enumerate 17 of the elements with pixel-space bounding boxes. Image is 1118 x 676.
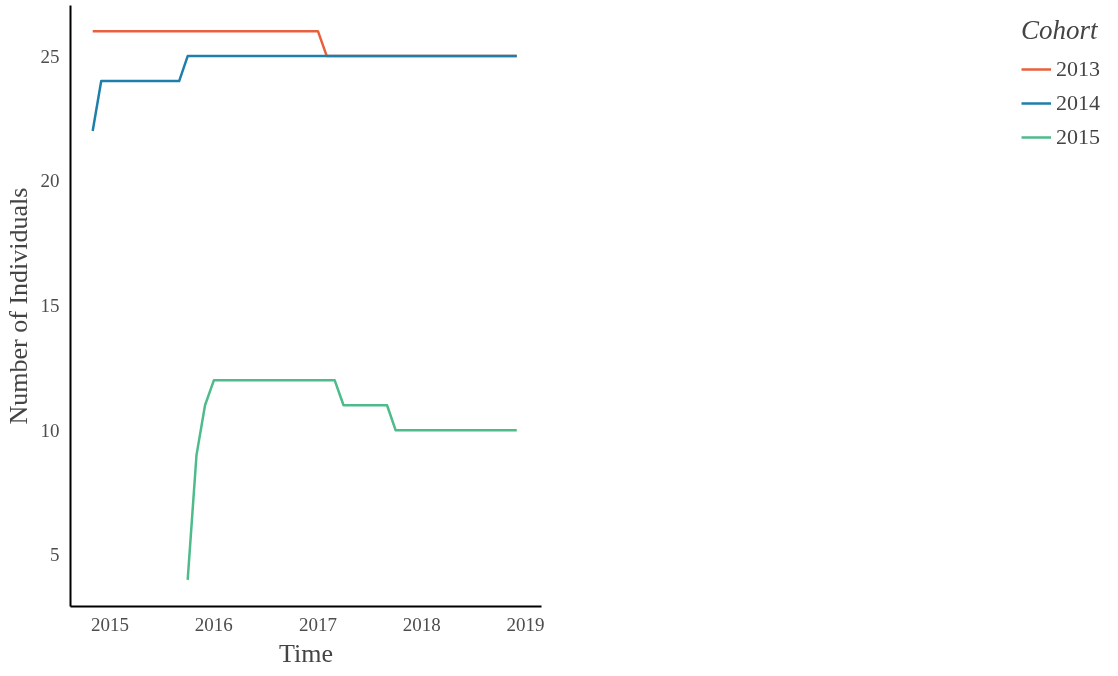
x-tick-label: 2015 [91,613,130,635]
x-tick-label: 2017 [298,613,337,635]
x-tick-label: 2016 [194,613,233,635]
legend-label: 2015 [1056,124,1100,150]
line-series [186,379,519,582]
legend-title: Cohort [1021,15,1099,46]
y-tick-label: 25 [40,45,60,67]
y-tick-label: 20 [40,170,60,192]
y-tick-label: 15 [40,295,60,316]
y-tick-label: 5 [50,544,60,566]
y-axis-title: Number of Individuals [3,187,33,425]
x-axis-title: Time [279,638,333,668]
legend-label: 2014 [1056,90,1100,116]
y-tick-label: 10 [40,419,60,441]
x-tick-label: 2018 [402,613,441,635]
x-tick-label: 2019 [506,613,545,635]
legend-label: 2013 [1056,56,1100,82]
